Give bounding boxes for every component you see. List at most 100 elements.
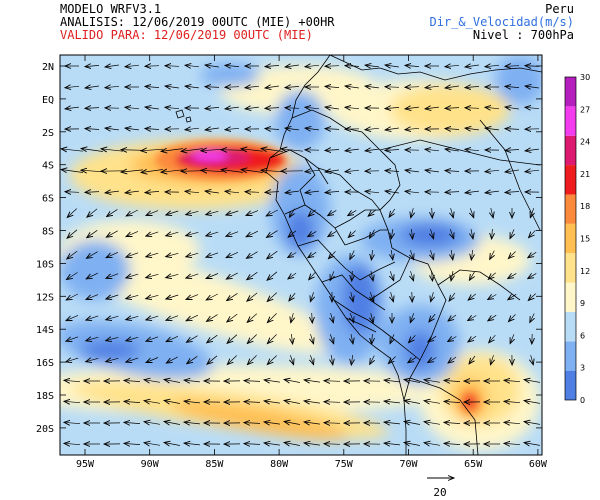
wind-arrow-icon [144,443,160,446]
wind-arrow-icon [330,334,333,343]
wind-arrow-icon [126,252,139,257]
wind-arrow-icon [304,380,320,382]
wind-arrow-icon [448,356,457,363]
region-label: Peru [545,2,574,16]
wind-arrow-icon [288,272,297,279]
wind-arrow-icon [144,401,160,404]
wind-arrow-icon [469,271,474,281]
wind-arrow-icon [365,191,380,192]
wind-arrow-icon [67,250,78,259]
colorbar-tick-label: 15 [580,235,590,244]
wind-arrow-icon [444,401,461,402]
wind-arrow-icon [365,128,380,130]
wind-arrow-icon [124,422,141,423]
wind-arrow-icon [67,272,78,280]
wind-arrow-icon [449,292,456,301]
wind-arrow-icon [285,128,299,130]
wind-arrow-icon [207,355,218,364]
wind-arrow-icon [444,380,461,381]
wind-arrow-icon [465,86,480,87]
wind-arrow-icon [325,107,339,109]
wind-arrow-icon [101,149,123,151]
wind-arrow-icon [145,129,160,130]
wind-arrow-icon [465,128,479,130]
wind-arrow-icon [524,380,540,383]
wind-arrow-icon [164,422,180,425]
colorbar-tick-label: 18 [580,202,590,211]
wind-arrow-icon [105,65,119,67]
wind-arrow-icon [66,315,79,320]
wind-arrow-icon [285,108,300,109]
wind-arrow-icon [67,229,78,238]
wind-arrow-icon [225,65,240,66]
wind-arrow-icon [64,443,81,444]
wind-arrow-icon [146,253,159,257]
wind-arrow-icon [289,292,296,301]
wind-arrow-icon [351,292,353,302]
wind-arrow-icon [424,443,440,446]
wind-arrow-icon [246,251,258,259]
wind-arrow-icon [505,107,519,109]
wind-arrow-icon [225,128,240,129]
wind-arrow-icon [488,314,497,321]
wind-arrow-icon [264,443,280,445]
wind-arrow-icon [266,209,278,216]
wind-arrow-icon [87,208,98,217]
wind-arrow-icon [525,107,540,108]
wind-arrow-icon [205,65,219,67]
wind-arrow-icon [65,86,80,88]
model-title: MODELO WRFV3.1 [60,2,162,16]
wind-arrow-icon [445,171,460,172]
wind-arrow-icon [425,107,439,109]
wind-arrow-icon [186,314,199,321]
wind-arrow-icon [505,66,520,67]
colorbar-tick-label: 0 [580,396,585,405]
wind-arrow-icon [206,232,219,236]
colorbar-segment [565,135,576,166]
wind-arrow-icon [345,149,359,151]
wind-arrow-icon [405,65,420,66]
wind-arrow-icon [244,381,261,382]
wind-arrow-icon [345,170,360,172]
wind-arrow-icon [430,250,433,259]
wind-arrow-icon [186,211,199,214]
wind-arrow-icon [371,271,373,281]
wind-arrow-icon [448,314,457,321]
wind-arrow-icon [166,315,179,321]
wind-arrow-icon [528,293,536,301]
wind-arrow-icon [445,65,460,66]
colorbar-tick-label: 24 [580,138,590,147]
wind-arrow-icon [405,170,419,172]
wind-arrow-icon [265,108,280,109]
wind-arrow-icon [145,191,160,192]
axis-ticks [60,55,542,455]
wind-arrow-icon [225,191,240,193]
wind-arrow-icon [146,210,159,216]
wind-arrow-icon [305,65,320,67]
colorbar-segment [565,194,576,224]
map-frame [59,54,543,456]
wind-arrow-icon [431,292,434,302]
wind-arrow-icon [525,170,540,172]
colorbar-tick-label: 21 [580,170,590,179]
colorbar-segment [565,223,576,254]
colorbar-segment [565,253,576,283]
lat-label: 2N [42,62,54,73]
wind-arrow-icon [528,252,537,257]
wind-arrow-icon [126,358,139,362]
lat-label: 14S [36,325,54,336]
wind-arrow-icon [384,401,400,403]
wind-arrow-icon [186,294,199,300]
wind-arrow-icon [141,149,164,151]
wind-arrow-icon [121,150,144,151]
lat-label: 12S [36,292,54,303]
wind-arrow-icon [186,335,198,343]
wind-arrow-icon [261,170,284,172]
wind-arrow-icon [525,149,539,151]
wind-arrow-icon [485,65,500,67]
wind-arrow-icon [308,231,317,236]
wind-arrow-icon [310,355,313,364]
wind-arrow-icon [161,170,183,172]
wind-arrow-icon [368,209,377,216]
wind-arrow-icon [325,66,340,67]
